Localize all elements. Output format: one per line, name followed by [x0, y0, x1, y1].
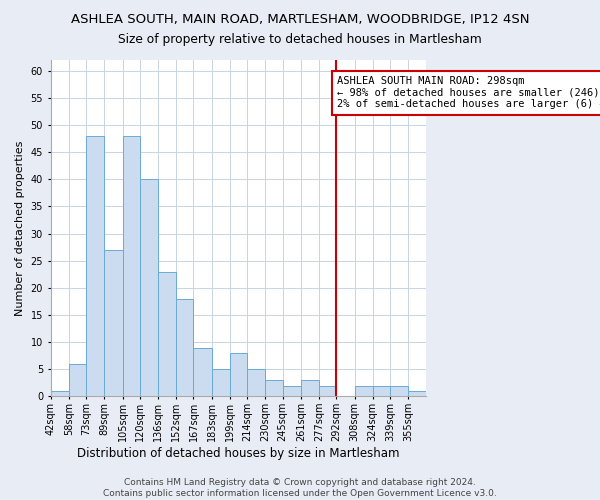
Bar [390, 386, 408, 396]
Bar [69, 364, 86, 396]
Bar [265, 380, 283, 396]
Bar [212, 370, 230, 396]
Text: ASHLEA SOUTH MAIN ROAD: 298sqm
← 98% of detached houses are smaller (246)
2% of : ASHLEA SOUTH MAIN ROAD: 298sqm ← 98% of … [337, 76, 600, 110]
X-axis label: Distribution of detached houses by size in Martlesham: Distribution of detached houses by size … [77, 447, 400, 460]
Bar [230, 353, 247, 397]
Bar [301, 380, 319, 396]
Bar [283, 386, 301, 396]
Bar [408, 391, 427, 396]
Bar [104, 250, 122, 396]
Bar [193, 348, 212, 397]
Bar [140, 180, 158, 396]
Bar [176, 298, 193, 396]
Bar [319, 386, 336, 396]
Bar [122, 136, 140, 396]
Bar [86, 136, 104, 396]
Bar [50, 391, 69, 396]
Bar [373, 386, 390, 396]
Bar [247, 370, 265, 396]
Bar [355, 386, 373, 396]
Text: Contains HM Land Registry data © Crown copyright and database right 2024.
Contai: Contains HM Land Registry data © Crown c… [103, 478, 497, 498]
Text: ASHLEA SOUTH, MAIN ROAD, MARTLESHAM, WOODBRIDGE, IP12 4SN: ASHLEA SOUTH, MAIN ROAD, MARTLESHAM, WOO… [71, 12, 529, 26]
Y-axis label: Number of detached properties: Number of detached properties [15, 140, 25, 316]
Text: Size of property relative to detached houses in Martlesham: Size of property relative to detached ho… [118, 32, 482, 46]
Bar [158, 272, 176, 396]
